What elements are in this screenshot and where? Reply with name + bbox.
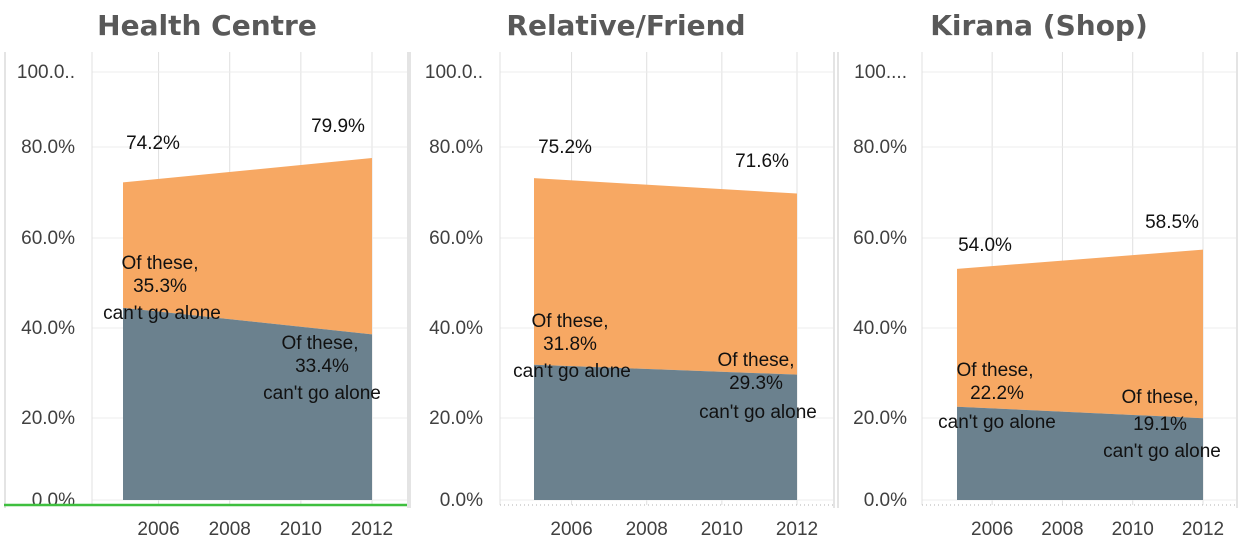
x-tick-label: 2006	[971, 519, 1013, 540]
y-tick-label: 0.0%	[440, 490, 483, 511]
x-tick-label: 2008	[1041, 519, 1083, 540]
y-tick-label: 20.0%	[21, 408, 75, 429]
y-tick-label: 80.0%	[853, 137, 907, 158]
note-start-line: can't go alone	[513, 361, 631, 382]
area-cant-go-alone	[534, 364, 797, 500]
note-end-line: can't go alone	[699, 402, 817, 423]
y-tick-label: 40.0%	[429, 318, 483, 339]
area-cant-go-alone	[957, 406, 1203, 500]
note-end-line: Of these,	[717, 350, 794, 371]
x-tick-label: 2012	[1182, 519, 1224, 540]
area-total	[534, 178, 797, 375]
chart-panel-1: Health Centre 100.0.. 80.0% 60.0% 40.0% 20.0%…	[4, 9, 409, 540]
x-tick-label: 2006	[550, 519, 592, 540]
area-total	[123, 158, 372, 335]
data-label-end: 79.9%	[311, 116, 365, 137]
chart-title: Relative/Friend	[506, 9, 745, 42]
x-tick-label: 2012	[351, 519, 393, 540]
note-end-line: can't go alone	[263, 383, 381, 404]
note-end-line: 33.4%	[295, 356, 349, 377]
note-start-line: 35.3%	[133, 276, 187, 297]
note-end-line: Of these,	[1121, 387, 1198, 408]
y-tick-label: 100.0..	[425, 62, 483, 83]
note-end-line: 19.1%	[1133, 414, 1187, 435]
y-tick-label: 40.0%	[21, 318, 75, 339]
y-tick-label: 80.0%	[429, 137, 483, 158]
note-start-line: can't go alone	[938, 412, 1056, 433]
note-start-line: 22.2%	[970, 383, 1024, 404]
data-label-start: 75.2%	[538, 137, 592, 158]
chart-title: Health Centre	[97, 9, 317, 42]
note-start-line: Of these,	[531, 311, 608, 332]
y-tick-label: 80.0%	[21, 137, 75, 158]
note-start-line: Of these,	[121, 253, 198, 274]
x-tick-label: 2008	[626, 519, 668, 540]
note-end-line: can't go alone	[1103, 441, 1221, 462]
y-tick-label: 0.0%	[864, 490, 907, 511]
note-end-line: Of these,	[281, 333, 358, 354]
y-tick-label: 60.0%	[429, 228, 483, 249]
x-tick-label: 2010	[280, 519, 322, 540]
y-tick-label: 60.0%	[853, 228, 907, 249]
note-start-line: can't go alone	[103, 303, 221, 324]
x-tick-label: 2008	[209, 519, 251, 540]
x-tick-label: 2006	[137, 519, 179, 540]
chart-title: Kirana (Shop)	[930, 9, 1148, 42]
note-end-line: 29.3%	[729, 373, 783, 394]
y-tick-label: 100.0..	[17, 62, 75, 83]
y-tick-label: 40.0%	[853, 318, 907, 339]
data-label-end: 58.5%	[1145, 212, 1199, 233]
y-tick-label: 20.0%	[853, 408, 907, 429]
y-tick-label: 60.0%	[21, 228, 75, 249]
data-label-start: 54.0%	[958, 235, 1012, 256]
x-tick-label: 2012	[776, 519, 818, 540]
x-tick-label: 2010	[701, 519, 743, 540]
data-label-end: 71.6%	[735, 151, 789, 172]
area-total	[957, 249, 1203, 419]
area-cant-go-alone	[123, 307, 372, 500]
x-tick-label: 2010	[1112, 519, 1154, 540]
note-start-line: 31.8%	[543, 334, 597, 355]
chart-panel-3: Kirana (Shop) 100.... 80.0% 60.0% 40.0% 20.0%…	[837, 9, 1238, 540]
chart-panel-2: Relative/Friend 100.0.. 80.0% 60.0% 40.0% 20.…	[409, 9, 835, 540]
y-tick-label: 20.0%	[429, 408, 483, 429]
note-start-line: Of these,	[956, 360, 1033, 381]
y-tick-label: 0.0%	[32, 490, 75, 511]
data-label-start: 74.2%	[126, 133, 180, 154]
y-tick-label: 100....	[854, 62, 907, 83]
